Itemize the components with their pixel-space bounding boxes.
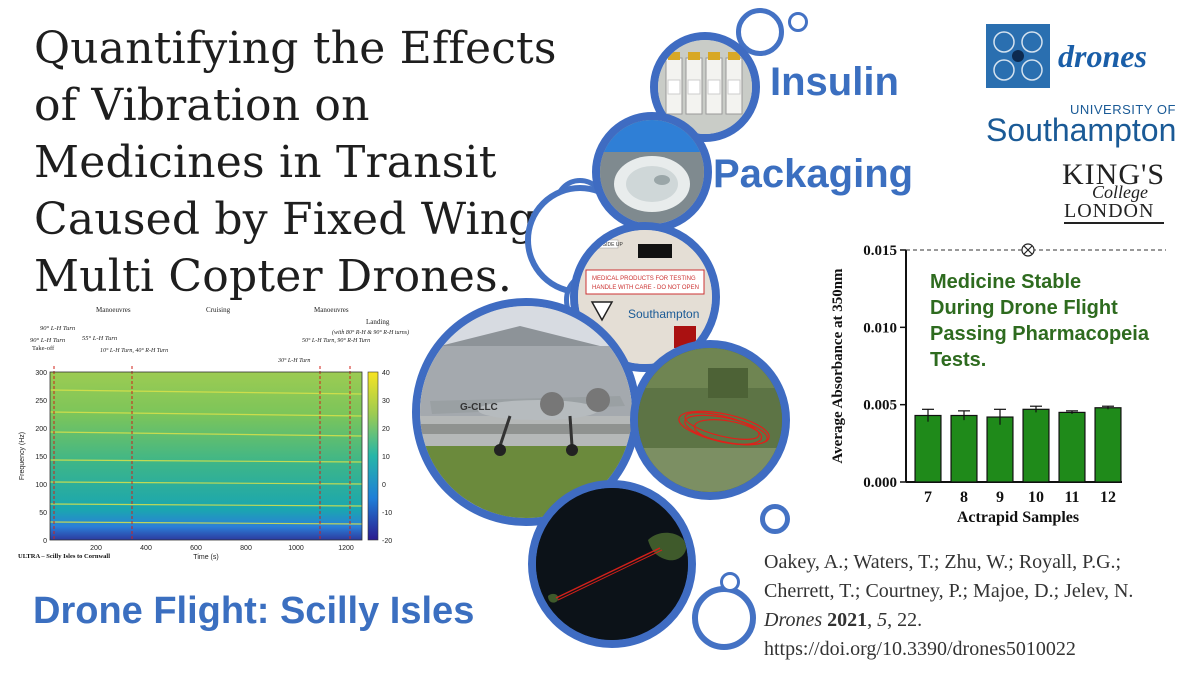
packaging-container-photo <box>592 112 712 232</box>
phase-label: Landing <box>366 318 390 326</box>
package-tag: THIS SIDE UP <box>590 242 623 248</box>
poster-title: Quantifying the Effects of Vibration on … <box>34 23 591 302</box>
bar <box>1058 411 1086 483</box>
bubble-deco <box>720 572 740 592</box>
phase-label: Manoeuvres <box>314 306 349 314</box>
chart-annotation-line: Medicine Stable <box>930 271 1081 293</box>
x-tick-label: 11 <box>1064 489 1079 506</box>
x-tick: 800 <box>240 545 252 552</box>
x-tick: 1200 <box>338 545 354 552</box>
event-label: Take-off <box>32 345 55 352</box>
bubble-deco <box>788 12 808 32</box>
kcl-logo-line2: College <box>1092 182 1148 202</box>
y-tick-label: 0.005 <box>863 398 897 414</box>
southampton-logo: Southampton <box>986 112 1177 148</box>
y-tick: 100 <box>35 482 47 489</box>
fixed-wing-drone-photo: G-CLLC <box>412 298 640 526</box>
package-text-line1: MEDICAL PRODUCTS FOR TESTING <box>592 276 696 282</box>
citation: Oakey, A.; Waters, T.; Zhu, W.; Royall, … <box>764 551 1134 660</box>
insulin-label: Insulin <box>770 60 899 104</box>
reference-marker-cross <box>1023 245 1033 255</box>
y-tick: 300 <box>35 370 47 377</box>
citation-page: 22. <box>897 609 923 631</box>
package-text-line2: HANDLE WITH CARE - DO NOT OPEN <box>592 285 699 291</box>
x-tick-label: 7 <box>924 489 932 506</box>
x-tick-label: 8 <box>960 489 968 506</box>
kcl-logo-line3: LONDON <box>1064 200 1155 222</box>
x-tick: 400 <box>140 545 152 552</box>
spectrogram-caption: ULTRA – Scilly Isles to Cornwall <box>18 553 110 560</box>
event-label: 55° L-H Turn <box>82 335 117 342</box>
colorbar-tick: -10 <box>382 510 392 517</box>
bubble-deco <box>692 586 756 650</box>
x-axis-label: Actrapid Samples <box>957 509 1079 526</box>
y-tick: 200 <box>35 426 47 433</box>
event-label: 30° L-H Turn <box>277 357 310 364</box>
event-label: 50° L-H Turn, 90° R-H Turn <box>302 337 370 344</box>
spectrogram-figure: Manoeuvres Cruising Manoeuvres Landing T… <box>18 306 409 561</box>
colorbar-tick: 40 <box>382 370 390 377</box>
chart-annotation-line: Passing Pharmacopeia <box>930 323 1150 345</box>
event-label: 90° L-H Turn <box>30 337 65 344</box>
citation-journal: Drones <box>764 609 823 631</box>
phase-label: Cruising <box>206 306 231 314</box>
kcl-logo-rule <box>1064 222 1164 224</box>
packaging-label: Packaging <box>713 152 914 196</box>
colorbar-tick: 20 <box>382 426 390 433</box>
chart-annotation-line: During Drone Flight <box>930 297 1118 319</box>
colorbar-tick: -20 <box>382 538 392 545</box>
drone-flight-label: Drone Flight: Scilly Isles <box>33 590 475 632</box>
colorbar-tick: 30 <box>382 398 390 405</box>
citation-volume: 5 <box>877 609 888 631</box>
kcl-logo-line1: KING'S <box>1062 158 1166 191</box>
event-label: (with 80° R-H & 90° R-H turns) <box>332 329 409 336</box>
bubble-deco <box>760 504 790 534</box>
bar <box>986 416 1014 483</box>
bar <box>1022 408 1050 483</box>
y-tick: 0 <box>43 538 47 545</box>
plane-registration: G-CLLC <box>460 402 498 413</box>
y-tick: 250 <box>35 398 47 405</box>
bar <box>1094 407 1122 483</box>
x-axis-label: Time (s) <box>193 554 218 561</box>
colorbar-tick: 0 <box>382 482 386 489</box>
y-tick: 150 <box>35 454 47 461</box>
gps-track-aerial-photo <box>630 340 790 500</box>
x-tick: 200 <box>90 545 102 552</box>
x-tick-label: 9 <box>996 489 1004 506</box>
event-label: 90° L-H Turn <box>40 325 75 332</box>
y-tick-label: 0.000 <box>863 475 897 491</box>
x-tick-label: 10 <box>1028 489 1044 506</box>
x-tick: 1000 <box>288 545 304 552</box>
spectrogram-heatmap <box>50 372 362 540</box>
chart-annotation-line: Tests. <box>930 349 986 371</box>
package-logo: Southampton <box>628 307 699 321</box>
colorbar <box>367 371 379 541</box>
x-tick: 600 <box>190 545 202 552</box>
y-tick-label: 0.015 <box>863 243 897 259</box>
drones-journal-logo-icon <box>986 24 1050 88</box>
citation-year: 2021 <box>827 609 868 631</box>
event-label: 10° L-H Turn, 40° R-H Turn <box>100 347 168 354</box>
drones-journal-name: drones <box>1058 38 1147 74</box>
bar <box>950 414 978 483</box>
absorbance-bar-chart: 0.000 0.005 0.010 0.015 7 8 9 10 11 12 Actrapid Sa… <box>830 243 1166 526</box>
southampton-logo-top: UNIVERSITY OF <box>1070 102 1176 117</box>
bar <box>914 414 942 483</box>
route-map-photo <box>528 480 696 648</box>
y-tick: 50 <box>39 510 47 517</box>
y-tick-label: 0.010 <box>863 320 897 336</box>
x-tick-label: 12 <box>1100 489 1116 506</box>
phase-label: Manoeuvres <box>96 306 131 314</box>
colorbar-tick: 10 <box>382 454 390 461</box>
citation-authors: Oakey, A.; Waters, T.; Zhu, W.; Royall, … <box>764 551 1134 602</box>
citation-doi-link[interactable]: https://doi.org/10.3390/drones5010022 <box>764 638 1076 660</box>
y-axis-label: Average Absorbance at 350nm <box>830 268 846 464</box>
y-axis-label: Frequency (Hz) <box>19 432 26 480</box>
